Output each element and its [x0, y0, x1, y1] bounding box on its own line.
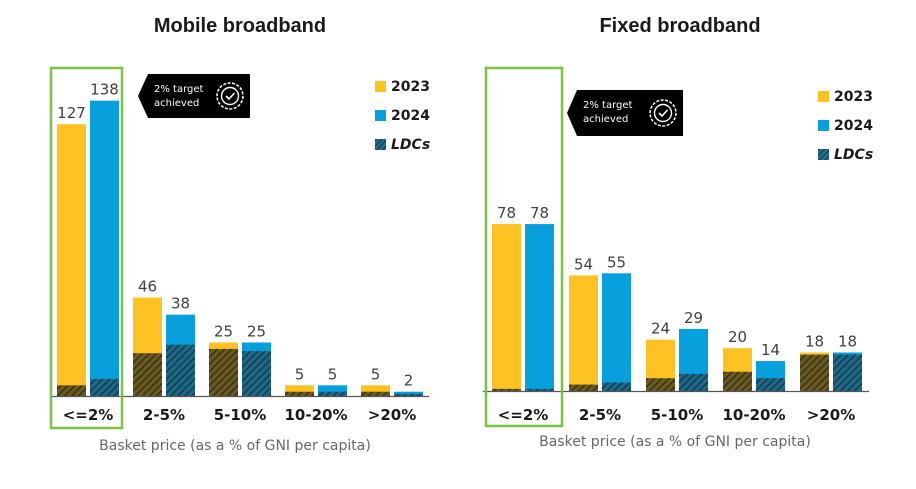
legend-ldcs: LDCs	[818, 147, 873, 163]
data-label: 25	[214, 323, 233, 341]
data-label: 5	[328, 365, 338, 383]
category-label: 10-20%	[722, 406, 785, 424]
svg-text:2023: 2023	[834, 89, 873, 105]
bar-2024-1	[602, 273, 631, 391]
data-label: 24	[651, 320, 670, 338]
ldc-bar-2023-2	[646, 378, 675, 391]
data-label: 138	[90, 81, 119, 99]
category-label: >20%	[368, 406, 416, 424]
ldc-bar-2024-1	[602, 382, 631, 391]
ldc-bar-2024-1	[166, 344, 195, 396]
bar-2023-0	[492, 224, 521, 391]
category-label: 5-10%	[651, 406, 704, 424]
legend-2024: 2024	[818, 118, 873, 134]
ldc-bar-2023-4	[800, 354, 829, 391]
ldc-bar-2024-0	[525, 388, 554, 391]
data-label: 2	[404, 372, 414, 390]
category-label: <=2%	[63, 406, 114, 424]
data-label: 5	[371, 365, 381, 383]
check-badge-icon	[649, 99, 677, 127]
bar-2024-3	[318, 385, 347, 396]
svg-text:2024: 2024	[834, 118, 873, 134]
category-label: 10-20%	[284, 406, 347, 424]
data-label: 29	[684, 309, 703, 327]
data-label: 46	[138, 278, 157, 296]
chart-fixed: Fixed broadband 78 78 <=2% 54 55 2-5% 24 29 5-10%…	[483, 15, 873, 450]
data-label: 18	[805, 332, 824, 350]
ldc-bar-2023-0	[492, 388, 521, 391]
category-label: 2-5%	[143, 406, 185, 424]
svg-text:LDCs: LDCs	[391, 137, 430, 153]
chart-title: Fixed broadband	[599, 15, 760, 37]
bar-2023-1	[569, 275, 598, 391]
svg-text:2024: 2024	[391, 108, 430, 124]
svg-text:2023: 2023	[391, 79, 430, 95]
data-label: 20	[728, 328, 747, 346]
category-label: 2-5%	[579, 406, 621, 424]
ldc-bar-2024-4	[394, 393, 423, 396]
x-axis-label: Basket price (as a % of GNI per capita)	[99, 438, 371, 454]
ldc-bar-2024-0	[90, 378, 119, 396]
x-axis-label: Basket price (as a % of GNI per capita)	[539, 434, 811, 450]
ldc-bar-2023-3	[723, 371, 752, 391]
category-label: <=2%	[498, 406, 549, 424]
target-callout	[567, 90, 683, 136]
ldc-bar-2024-2	[679, 373, 708, 391]
legend-2023: 2023	[818, 89, 873, 105]
data-label: 18	[838, 332, 857, 350]
check-badge-icon	[216, 82, 244, 110]
target-highlight-box	[49, 66, 124, 430]
ldc-bar-2024-2	[242, 351, 271, 396]
data-label: 55	[607, 253, 626, 271]
target-highlight-box	[484, 66, 564, 428]
data-label: 25	[247, 323, 266, 341]
svg-text:LDCs: LDCs	[834, 147, 873, 163]
ldc-bar-2023-4	[361, 391, 390, 396]
ldc-bar-2023-3	[285, 391, 314, 396]
bar-2023-3	[285, 385, 314, 396]
ldc-bar-2023-2	[209, 348, 238, 396]
callout-text-line2: achieved	[583, 114, 628, 125]
category-label: 5-10%	[214, 406, 267, 424]
bar-2024-0	[525, 224, 554, 391]
bar-2023-0	[57, 124, 86, 396]
ldc-bar-2023-0	[57, 385, 86, 396]
ldc-bar-2024-3	[318, 391, 347, 396]
ldc-bar-2023-1	[569, 384, 598, 391]
legend-2024: 2024	[375, 108, 430, 124]
data-label: 54	[574, 255, 593, 273]
legend-ldcs: LDCs	[375, 137, 430, 153]
bar-2023-4	[361, 385, 390, 396]
callout-text-line1: 2% target	[154, 84, 204, 95]
category-label: >20%	[807, 406, 855, 424]
bar-2024-0	[90, 100, 119, 397]
data-label: 127	[57, 104, 86, 122]
ldc-bar-2023-1	[133, 353, 162, 396]
legend-2023: 2023	[375, 79, 430, 95]
ldc-bar-2024-4	[833, 354, 862, 391]
data-label: 38	[171, 295, 190, 313]
ldc-bar-2024-3	[756, 378, 785, 391]
callout-text-line2: achieved	[154, 98, 199, 109]
callout-text-line1: 2% target	[583, 100, 633, 111]
data-label: 5	[295, 365, 305, 383]
data-label: 14	[761, 341, 780, 359]
data-label: 78	[497, 204, 516, 222]
chart-title: Mobile broadband	[154, 15, 326, 37]
target-callout	[138, 74, 250, 118]
data-label: 78	[530, 204, 549, 222]
